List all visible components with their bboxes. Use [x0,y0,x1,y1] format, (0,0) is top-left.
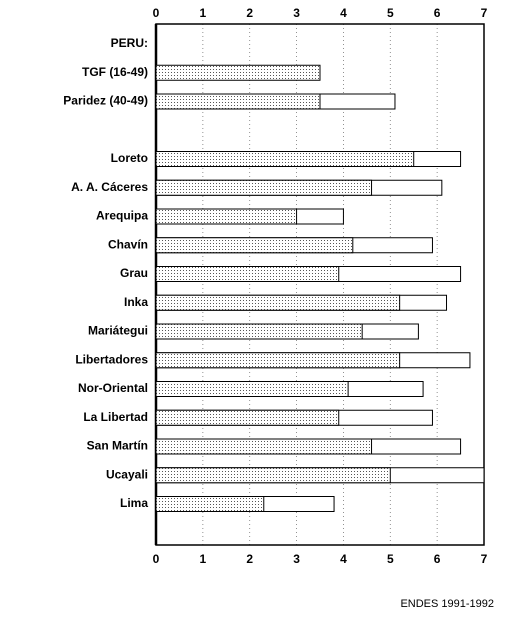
bar [155,266,340,282]
bar [155,208,298,225]
x-tick-label: 0 [153,6,160,20]
y-tick-label: Paridez (40-49) [63,94,148,108]
y-tick-label: Inka [124,295,148,309]
y-tick-label: Chavín [108,237,148,251]
x-tick-label: 6 [434,6,441,20]
x-tick-label: 4 [340,552,347,566]
bar [155,496,265,512]
bar [155,93,321,110]
bar [155,381,349,397]
x-tick-label: 7 [481,552,488,566]
x-tick-label: 2 [246,6,253,20]
bar [155,151,415,167]
x-tick-label: 6 [434,552,441,566]
bar [155,438,373,455]
y-tick-label: PERU: [111,36,148,50]
y-tick-label: Mariátegui [88,324,148,338]
y-tick-label: Ucayali [106,467,148,481]
y-tick-label: San Martín [87,439,148,453]
bar [155,323,363,340]
bar [155,294,401,311]
x-tick-label: 7 [481,6,488,20]
x-tick-label: 3 [293,552,300,566]
bar [155,237,354,254]
y-tick-label: Loreto [111,151,148,165]
x-tick-label: 1 [200,552,207,566]
x-tick-label: 1 [200,6,207,20]
x-tick-label: 5 [387,552,394,566]
x-tick-label: 0 [153,552,160,566]
x-tick-label: 4 [340,6,347,20]
x-tick-label: 3 [293,6,300,20]
y-tick-label: La Libertad [83,410,148,424]
y-tick-label: Arequipa [96,209,148,223]
x-tick-label: 2 [246,552,253,566]
y-tick-label: Grau [120,266,148,280]
bar [155,409,340,426]
y-tick-label: Libertadores [75,352,148,366]
source-note: ENDES 1991-1992 [400,598,494,610]
bar [155,467,391,484]
y-tick-label: A. A. Cáceres [71,180,148,194]
bar [155,179,373,196]
bar [155,64,321,81]
y-tick-label: Nor-Oriental [78,381,148,395]
x-tick-label: 5 [387,6,394,20]
bar [155,352,401,369]
y-tick-label: TGF (16-49) [82,65,148,79]
y-tick-label: Lima [120,496,148,510]
